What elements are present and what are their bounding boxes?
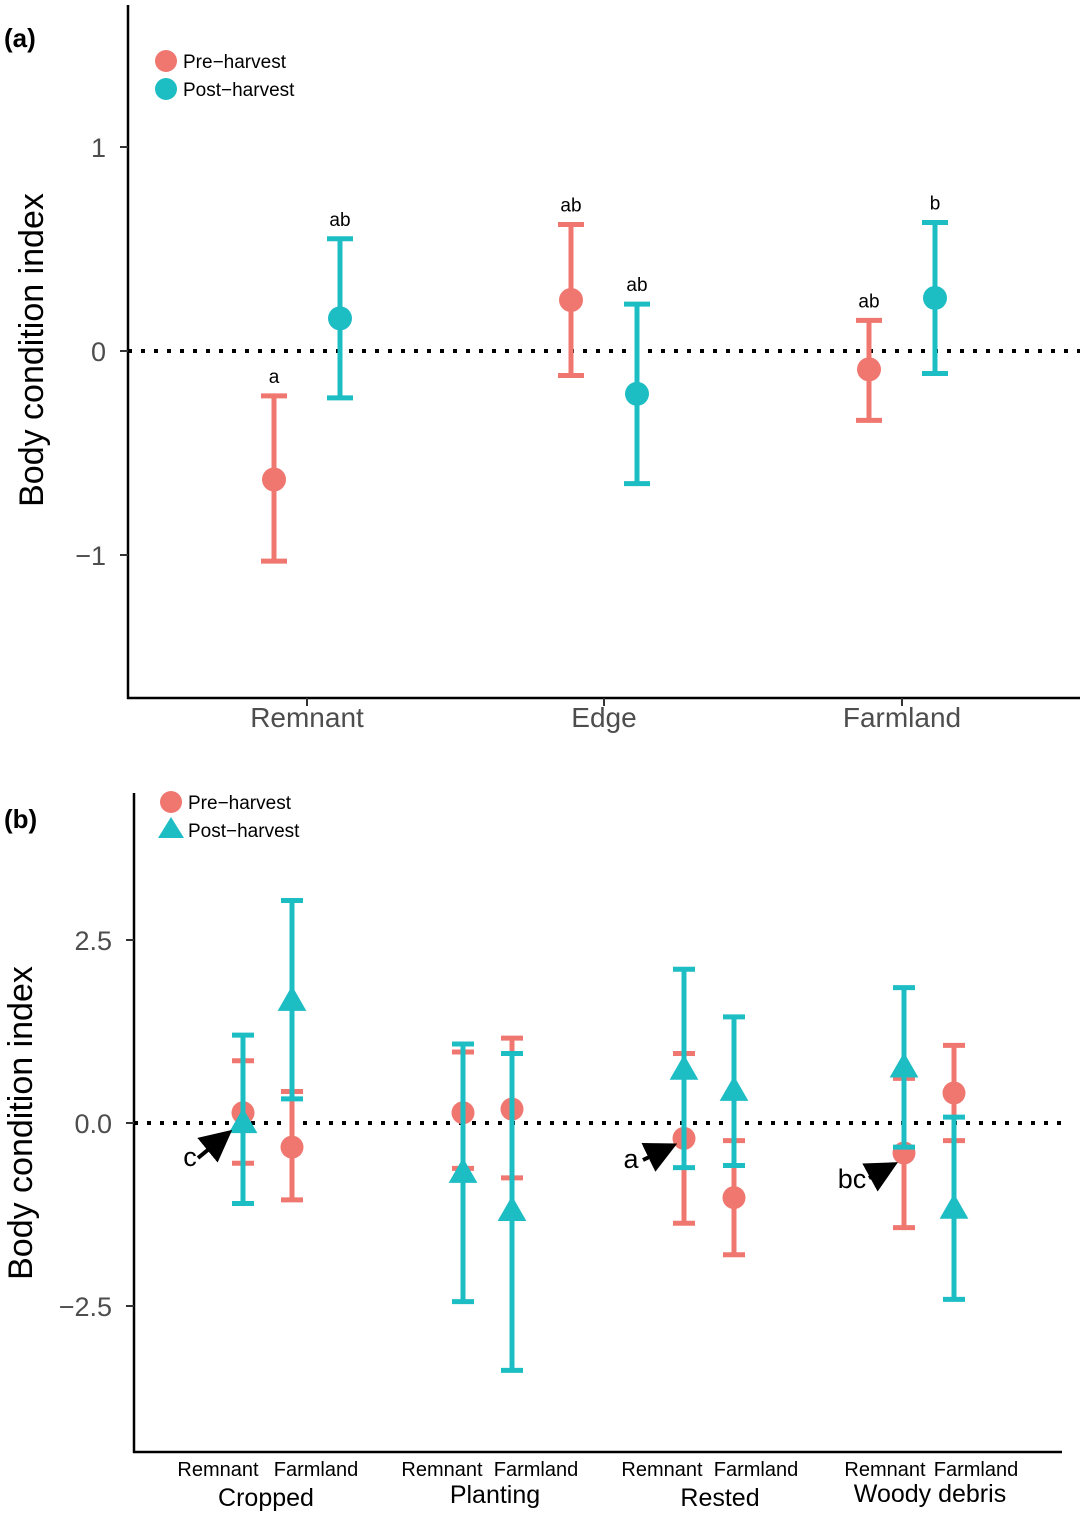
a-pre-remnant-point <box>262 467 286 492</box>
a-pre-edge-point <box>559 288 583 312</box>
legend-post-harvest-label: Post−harvest <box>188 821 300 842</box>
a-post-farmland-letter: b <box>930 193 941 214</box>
b-post-rested-remnant <box>669 966 699 1171</box>
a-pre-edge <box>558 222 584 378</box>
a-pre-farmland-point <box>857 357 881 382</box>
panel-a-ytick-label: 0 <box>91 337 106 367</box>
b-post-cropped-farmland <box>277 897 307 1102</box>
panel-b-sub-label: Remnant <box>621 1459 703 1481</box>
b-annotation-a: a <box>623 1144 639 1174</box>
b-post-planting-remnant-point <box>448 1157 478 1183</box>
a-pre-remnant <box>261 393 287 564</box>
b-post-cropped-remnant-point <box>228 1108 258 1134</box>
b-post-rested-remnant-point <box>669 1054 699 1080</box>
panel-a-y-ticks: 1 0 −1 <box>75 133 128 571</box>
a-pre-edge-letter: ab <box>560 196 581 217</box>
legend-pre-harvest-marker <box>160 791 182 813</box>
panel-a-category-label: Remnant <box>250 702 364 733</box>
panel-b-sub-label: Farmland <box>274 1459 358 1481</box>
legend-pre-harvest-label: Pre−harvest <box>188 793 292 814</box>
b-pre-cropped-farmland <box>280 1089 304 1203</box>
panel-a-x-ticks: Remnant Edge Farmland <box>250 698 961 733</box>
legend-post-harvest-marker <box>155 78 177 100</box>
panel-b-ytick-label: −2.5 <box>59 1292 112 1322</box>
a-post-farmland <box>922 219 948 376</box>
panel-b-y-axis-label: Body condition index <box>2 966 40 1280</box>
b-post-cropped-farmland-point <box>277 985 307 1011</box>
b-post-woody-debris-farmland-point <box>939 1193 969 1219</box>
panel-a-y-axis-label: Body condition index <box>13 193 51 507</box>
panel-b-sub-label: Farmland <box>934 1459 1018 1481</box>
a-post-remnant-letter: ab <box>329 210 350 231</box>
panel-b-series <box>228 897 969 1373</box>
panel-b-x-labels: Remnant Farmland Cropped Remnant Farmlan… <box>177 1459 1018 1512</box>
b-pre-cropped-farmland-point <box>280 1135 304 1159</box>
b-post-planting-remnant <box>448 1041 478 1305</box>
panel-b-sub-label: Farmland <box>494 1459 578 1481</box>
panel-a-ytick-label: 1 <box>91 133 106 163</box>
panel-b-group-label: Cropped <box>218 1484 314 1512</box>
panel-a-category-label: Farmland <box>843 702 961 733</box>
legend-post-harvest-label: Post−harvest <box>183 80 295 101</box>
a-post-farmland-point <box>923 285 947 310</box>
panel-b-group-label: Planting <box>450 1481 540 1509</box>
b-post-woody-debris-remnant <box>889 985 919 1150</box>
panel-b-group-label: Woody debris <box>854 1480 1006 1508</box>
b-annotation-arrow <box>641 1142 678 1172</box>
a-post-remnant <box>327 236 353 401</box>
b-pre-woody-debris-farmland-point <box>942 1081 966 1105</box>
panel-a-ytick-label: −1 <box>75 541 106 571</box>
a-post-remnant-point <box>328 306 352 331</box>
b-post-cropped-remnant <box>228 1032 258 1207</box>
panel-a-category-label: Edge <box>571 702 636 733</box>
b-post-woody-debris-remnant-point <box>889 1052 919 1078</box>
panel-a: (a) Body condition index 1 0 −1 Remnant … <box>4 5 1080 733</box>
b-pre-rested-farmland-point <box>722 1186 746 1210</box>
a-post-edge-point <box>625 381 649 406</box>
panel-b-sub-label: Remnant <box>844 1459 926 1481</box>
panel-b-label: (b) <box>4 804 37 834</box>
legend-pre-harvest-label: Pre−harvest <box>183 52 287 73</box>
panel-b-sub-label: Farmland <box>714 1459 798 1481</box>
b-post-rested-farmland-point <box>719 1075 749 1101</box>
a-pre-farmland <box>856 317 882 423</box>
legend-pre-harvest-marker <box>155 50 177 72</box>
legend-post-harvest-marker <box>158 817 184 838</box>
panel-b-ytick-label: 0.0 <box>74 1109 112 1139</box>
a-pre-farmland-letter: ab <box>858 291 879 312</box>
b-annotation-arrow <box>862 1162 899 1192</box>
b-annotation-c: c <box>183 1142 197 1172</box>
panel-b-legend: Pre−harvest Post−harvest <box>158 791 300 842</box>
b-post-woody-debris-farmland <box>939 1114 969 1302</box>
panel-a-legend: Pre−harvest Post−harvest <box>155 50 295 101</box>
b-annotation-bc: bc <box>838 1164 867 1194</box>
panel-b-sub-label: Remnant <box>401 1459 483 1481</box>
a-post-edge <box>624 301 650 487</box>
panel-b: (b) Body condition index 2.5 0.0 −2.5 Re… <box>2 791 1062 1512</box>
b-post-planting-farmland-point <box>497 1195 527 1221</box>
panel-b-sub-label: Remnant <box>177 1459 259 1481</box>
b-post-rested-farmland <box>719 1014 749 1168</box>
b-annotation-arrow <box>196 1129 233 1163</box>
a-post-edge-letter: ab <box>626 275 647 296</box>
panel-b-group-label: Rested <box>680 1484 759 1512</box>
b-post-planting-farmland <box>497 1050 527 1373</box>
panel-a-series: a ab ab ab ab b <box>261 193 948 564</box>
panel-a-label: (a) <box>4 23 36 53</box>
panel-b-ytick-label: 2.5 <box>74 926 112 956</box>
panel-b-y-ticks: 2.5 0.0 −2.5 <box>59 926 134 1322</box>
panel-b-annotations: c a bc <box>183 1129 899 1194</box>
a-pre-remnant-letter: a <box>269 367 280 388</box>
